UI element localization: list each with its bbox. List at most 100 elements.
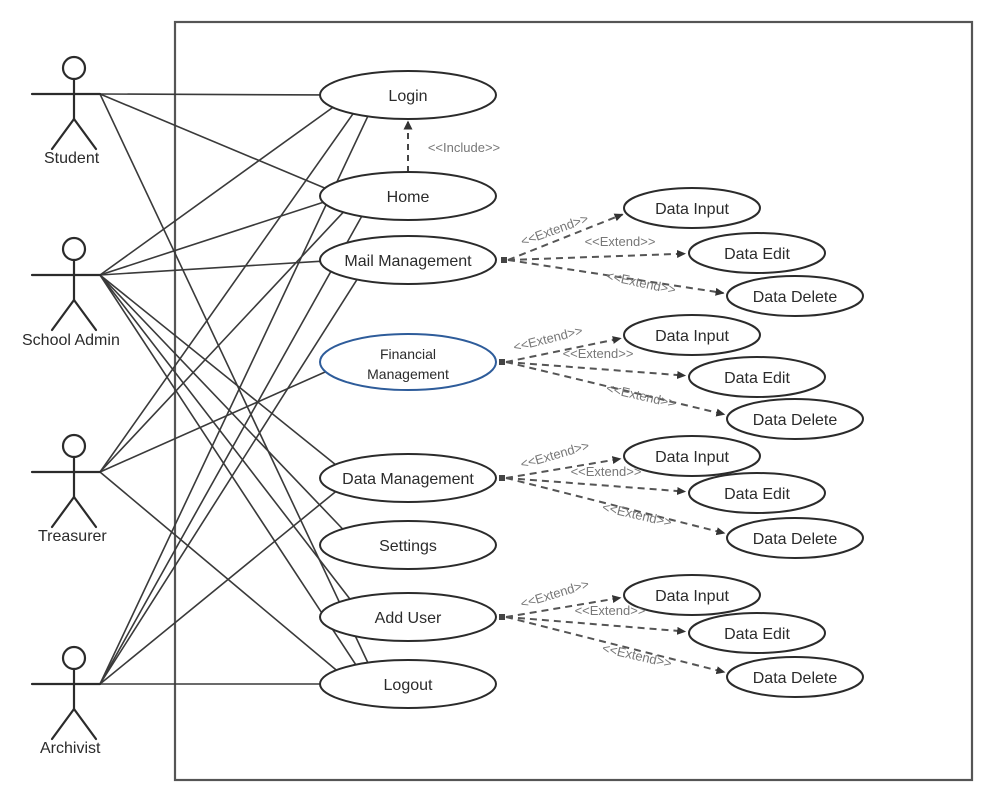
- use-case-data_input[interactable]: Data Input: [623, 435, 761, 477]
- use-case-oval: [688, 356, 826, 398]
- use-case-oval: [623, 574, 761, 616]
- extend-group-user_crud: Data Input <<Extend>> Data Edit <<Extend>> D…: [499, 574, 864, 698]
- use-case-label-fin_edit: Data Edit: [724, 370, 790, 387]
- use-case-fin_edit[interactable]: Data Edit: [688, 356, 826, 398]
- use-case-login[interactable]: Login: [319, 70, 497, 120]
- actor-leg-left: [50, 495, 76, 529]
- association-lines: [99, 93, 369, 685]
- use-case-mail_mgmt[interactable]: Mail Management: [319, 235, 497, 285]
- use-case-data_edit[interactable]: Data Edit: [688, 472, 826, 514]
- association-school_admin-to-mail_mgmt: [99, 260, 322, 276]
- actor-head-icon: [61, 236, 87, 262]
- use-case-label-user_delete: Data Delete: [753, 670, 838, 687]
- use-case-logout[interactable]: Logout: [319, 659, 497, 709]
- use-case-oval: [726, 398, 864, 440]
- association-school_admin-to-settings: [99, 274, 344, 531]
- association-school_admin-to-home: [99, 201, 325, 276]
- association-archivist-to-login: [99, 115, 369, 685]
- actor-label-school_admin: School Admin: [22, 332, 120, 349]
- association-archivist-to-data_mgmt: [99, 490, 337, 685]
- association-school_admin-to-logout: [99, 274, 357, 666]
- extend-arrow-data_input: [505, 456, 622, 479]
- use-case-label-data_input: Data Input: [655, 449, 729, 466]
- association-treasurer-to-fin_mgmt: [99, 370, 328, 473]
- extend-junction: [499, 475, 505, 481]
- association-student-to-login: [99, 93, 322, 96]
- extend-group-mail_crud: Data Input <<Extend>> Data Edit <<Extend>> D…: [501, 187, 864, 317]
- use-case-user_input[interactable]: Data Input: [623, 574, 761, 616]
- use-case-user_delete[interactable]: Data Delete: [726, 656, 864, 698]
- use-case-mail_delete[interactable]: Data Delete: [726, 275, 864, 317]
- use-case-mail_edit[interactable]: Data Edit: [688, 232, 826, 274]
- extend-arrow-fin_edit: [505, 361, 687, 379]
- extend-relations: Data Input <<Extend>> Data Edit <<Extend>> D…: [499, 187, 864, 698]
- use-case-mail_input[interactable]: Data Input: [623, 187, 761, 229]
- stereotype-label-mail_input: <<Extend>>: [519, 211, 591, 249]
- use-case-label-mail_mgmt: Mail Management: [344, 253, 472, 270]
- extend-arrow-user_edit: [505, 616, 687, 635]
- use-case-fin_delete[interactable]: Data Delete: [726, 398, 864, 440]
- use-case-home[interactable]: Home: [319, 171, 497, 221]
- use-case-label-fin_input: Data Input: [655, 328, 729, 345]
- extend-arrow-fin_input: [505, 336, 622, 363]
- use-case-label-mail_edit: Data Edit: [724, 246, 790, 263]
- use-case-ovals: Login Home Mail Management Financial Managem…: [319, 70, 497, 709]
- use-case-label2-fin_mgmt: Management: [367, 366, 449, 382]
- use-case-oval: [623, 435, 761, 477]
- actor-leg-right: [72, 707, 98, 741]
- use-case-label-add_user: Add User: [375, 610, 442, 627]
- association-student-to-home: [99, 93, 327, 190]
- use-case-fin_input[interactable]: Data Input: [623, 314, 761, 356]
- use-case-oval: [319, 333, 497, 391]
- use-case-label-settings: Settings: [379, 538, 437, 555]
- actor-leg-right: [72, 495, 98, 529]
- use-case-label-data_edit: Data Edit: [724, 486, 790, 503]
- use-case-oval: [726, 656, 864, 698]
- use-case-label-home: Home: [387, 189, 430, 206]
- use-case-oval: [688, 472, 826, 514]
- use-case-fin_mgmt[interactable]: Financial Management: [319, 333, 497, 391]
- extend-arrow-data_edit: [505, 477, 687, 495]
- association-student-to-logout: [99, 93, 369, 664]
- use-case-oval: [319, 70, 497, 120]
- association-treasurer-to-login: [99, 112, 355, 473]
- actor-archivist[interactable]: Archivist: [30, 645, 102, 757]
- actor-head-icon: [61, 433, 87, 459]
- extend-junction: [499, 614, 505, 620]
- actor-leg-left: [50, 298, 76, 332]
- use-case-add_user[interactable]: Add User: [319, 592, 497, 642]
- use-case-label-fin_mgmt: Financial: [380, 346, 436, 362]
- extend-arrow-user_delete: [505, 616, 726, 675]
- extend-arrow-user_input: [505, 595, 622, 618]
- use-case-oval: [319, 453, 497, 503]
- stereotype-label-user_edit: <<Extend>>: [575, 603, 646, 618]
- actor-figures: Student School Admin Treasurer Archivist: [22, 55, 120, 757]
- stereotype-label-mail_delete: <<Extend>>: [605, 268, 677, 297]
- use-case-settings[interactable]: Settings: [319, 520, 497, 570]
- extend-arrow-fin_delete: [505, 361, 726, 417]
- association-school_admin-to-login: [99, 106, 335, 276]
- actor-school_admin[interactable]: School Admin: [22, 236, 120, 349]
- extend-group-fin_crud: Data Input <<Extend>> Data Edit <<Extend>> D…: [499, 314, 864, 440]
- use-case-data_mgmt[interactable]: Data Management: [319, 453, 497, 503]
- use-case-label-mail_input: Data Input: [655, 201, 729, 218]
- use-case-label-login: Login: [388, 88, 427, 105]
- actor-treasurer[interactable]: Treasurer: [30, 433, 107, 545]
- use-case-data_delete[interactable]: Data Delete: [726, 517, 864, 559]
- use-case-user_edit[interactable]: Data Edit: [688, 612, 826, 654]
- actor-head-icon: [61, 55, 87, 81]
- actor-student[interactable]: Student: [30, 55, 102, 167]
- include-stereotype-label: <<Include>>: [428, 140, 500, 155]
- extend-group-data_crud: Data Input <<Extend>> Data Edit <<Extend>> D…: [499, 435, 864, 559]
- system-boundary: [173, 20, 974, 782]
- association-school_admin-to-data_mgmt: [99, 274, 337, 466]
- use-case-oval: [623, 187, 761, 229]
- association-archivist-to-home: [99, 215, 363, 685]
- actor-label-archivist: Archivist: [40, 740, 101, 757]
- extend-junction: [499, 359, 505, 365]
- actor-label-treasurer: Treasurer: [38, 528, 107, 545]
- stereotype-label-mail_edit: <<Extend>>: [585, 234, 656, 249]
- use-case-oval: [319, 171, 497, 221]
